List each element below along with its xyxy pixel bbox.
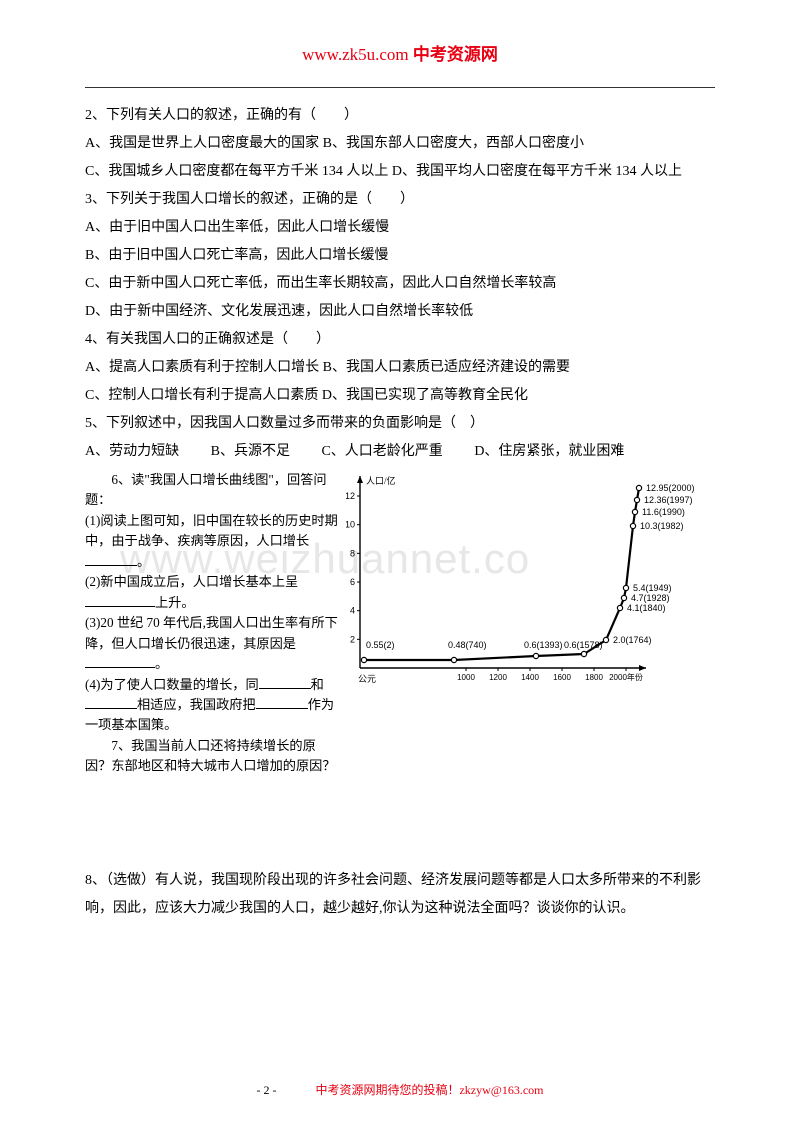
- q6-title: 6、读"我国人口增长曲线图"，回答问题：: [85, 470, 340, 511]
- q5-opt-d: D、住房紧张，就业困难: [474, 444, 624, 459]
- chart-svg: 人口/亿 2 4 6 8 10 12 1000 1200 1400 1600 1800 2000年份 公元…: [346, 470, 696, 688]
- blank-3: [85, 655, 155, 668]
- blank-4b: [85, 696, 137, 709]
- q6-p1a: (1)阅读上图可知，旧中国在较长的历史时期中，由于战争、疾病等原因，人口增长: [85, 513, 338, 548]
- svg-text:10.3(1982): 10.3(1982): [640, 521, 684, 531]
- header-divider: [85, 87, 715, 88]
- document-body: 2、下列有关人口的叙述，正确的有（ ） A、我国是世界上人口密度最大的国家 B、…: [85, 102, 715, 923]
- q6-p4: (4)为了使人口数量的增长，同和相适应，我国政府把作为一项基本国策。: [85, 675, 340, 736]
- q7-text: 7、我国当前人口还将持续增长的原因？东部地区和特大城市人口增加的原因？: [85, 736, 340, 777]
- blank-4a: [259, 676, 311, 689]
- q6-block: 6、读"我国人口增长曲线图"，回答问题： (1)阅读上图可知，旧中国在较长的历史…: [85, 470, 715, 777]
- svg-text:2.0(1764): 2.0(1764): [613, 635, 652, 645]
- svg-text:10: 10: [346, 520, 355, 530]
- q3-opt-a: A、由于旧中国人口出生率低，因此人口增长缓慢: [85, 214, 715, 242]
- q2-stem: 2、下列有关人口的叙述，正确的有（ ）: [85, 102, 715, 130]
- q5-options: A、劳动力短缺 B、兵源不足 C、人口老龄化严重 D、住房紧张，就业困难: [85, 438, 715, 466]
- svg-text:2000年份: 2000年份: [609, 672, 643, 682]
- q4-opt-ab: A、提高人口素质有利于控制人口增长 B、我国人口素质已适应经济建设的需要: [85, 354, 715, 382]
- q6-p3a: (3)20 世纪 70 年代后,我国人口出生率有所下降，但人口增长仍很迅速，其原…: [85, 615, 338, 650]
- q4-stem: 4、有关我国人口的正确叙述是（ ）: [85, 326, 715, 354]
- header-title: 中考资源网: [413, 45, 498, 64]
- page-footer: - 2 - 中考资源网期待您的投稿！zkzyw@163.com: [0, 1081, 800, 1098]
- q3-opt-b: B、由于旧中国人口死亡率高，因此人口增长缓慢: [85, 242, 715, 270]
- svg-text:1400: 1400: [521, 673, 539, 682]
- q6-p3: (3)20 世纪 70 年代后,我国人口出生率有所下降，但人口增长仍很迅速，其原…: [85, 613, 340, 674]
- svg-text:0.6(1578): 0.6(1578): [564, 640, 603, 650]
- svg-text:8: 8: [350, 548, 355, 558]
- q6-p4c: 相适应，我国政府把: [137, 697, 256, 712]
- header-url: www.zk5u.com: [302, 45, 409, 64]
- svg-text:1800: 1800: [585, 673, 603, 682]
- q6-p2: (2)新中国成立后，人口增长基本上呈上升。: [85, 572, 340, 613]
- q2-opt-ab: A、我国是世界上人口密度最大的国家 B、我国东部人口密度大，西部人口密度小: [85, 130, 715, 158]
- page-header: www.zk5u.com 中考资源网: [85, 40, 715, 65]
- q8-text: 8、（选做）有人说，我国现阶段出现的许多社会问题、经济发展问题等都是人口太多所带…: [85, 867, 715, 923]
- q6-p3b: 。: [155, 656, 168, 671]
- svg-text:11.6(1990): 11.6(1990): [642, 507, 685, 517]
- svg-text:4.1(1840): 4.1(1840): [627, 603, 666, 613]
- q5-opt-c: C、人口老龄化严重: [321, 444, 442, 459]
- svg-text:1000: 1000: [457, 673, 475, 682]
- svg-text:0.55(2): 0.55(2): [366, 640, 395, 650]
- q3-opt-d: D、由于新中国经济、文化发展迅速，因此人口自然增长率较低: [85, 298, 715, 326]
- svg-text:12: 12: [346, 491, 355, 501]
- svg-text:0.48(740): 0.48(740): [448, 640, 487, 650]
- q2-opt-cd: C、我国城乡人口密度都在每平方千米 134 人以上 D、我国平均人口密度在每平方…: [85, 158, 715, 186]
- q6-p1: (1)阅读上图可知，旧中国在较长的历史时期中，由于战争、疾病等原因，人口增长。: [85, 511, 340, 572]
- q6-p4a: (4)为了使人口数量的增长，同: [85, 677, 259, 692]
- q3-opt-c: C、由于新中国人口死亡率低，而出生率长期较高，因此人口自然增长率较高: [85, 270, 715, 298]
- q6-p2b: 上升。: [155, 595, 195, 610]
- q6-p1b: 。: [137, 554, 150, 569]
- svg-text:6: 6: [350, 577, 355, 587]
- blank-1: [85, 553, 137, 566]
- q6-text-column: 6、读"我国人口增长曲线图"，回答问题： (1)阅读上图可知，旧中国在较长的历史…: [85, 470, 340, 777]
- blank-2: [85, 594, 155, 607]
- q4-opt-cd: C、控制人口增长有利于提高人口素质 D、我国已实现了高等教育全民化: [85, 382, 715, 410]
- q5-opt-a: A、劳动力短缺: [85, 444, 179, 459]
- q6-p2a: (2)新中国成立后，人口增长基本上呈: [85, 574, 298, 589]
- svg-text:0.6(1393): 0.6(1393): [524, 640, 563, 650]
- population-growth-chart: 人口/亿 2 4 6 8 10 12 1000 1200 1400 1600 1800 2000年份 公元…: [346, 470, 696, 688]
- svg-text:12.95(2000): 12.95(2000): [646, 483, 695, 493]
- svg-text:公元: 公元: [358, 674, 376, 684]
- svg-text:4: 4: [350, 606, 355, 616]
- q5-opt-b: B、兵源不足: [211, 444, 290, 459]
- svg-text:2: 2: [350, 634, 355, 644]
- svg-text:4.7(1928): 4.7(1928): [631, 593, 670, 603]
- svg-text:1200: 1200: [489, 673, 507, 682]
- q5-stem: 5、下列叙述中，因我国人口数量过多而带来的负面影响是（ ）: [85, 410, 715, 438]
- svg-text:12.36(1997): 12.36(1997): [644, 495, 693, 505]
- footer-note: 中考资源网期待您的投稿！zkzyw@163.com: [315, 1083, 543, 1097]
- q6-p4b: 和: [311, 677, 324, 692]
- svg-text:人口/亿: 人口/亿: [366, 475, 396, 486]
- page-number: - 2 -: [256, 1083, 276, 1097]
- svg-text:1600: 1600: [553, 673, 571, 682]
- blank-4c: [256, 696, 308, 709]
- svg-text:5.4(1949): 5.4(1949): [633, 583, 672, 593]
- q3-stem: 3、下列关于我国人口增长的叙述，正确的是（ ）: [85, 186, 715, 214]
